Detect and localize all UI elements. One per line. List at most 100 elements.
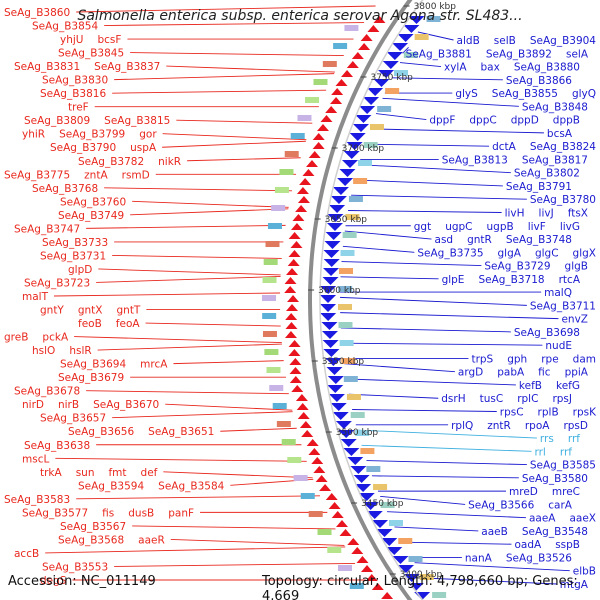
- cog-block: [338, 286, 353, 292]
- cog-block: [355, 430, 370, 436]
- right-gene-label: SeAg_B3848: [522, 101, 588, 113]
- forward-gene-mark: [297, 196, 310, 203]
- right-gene-label: dppB: [553, 115, 580, 127]
- right-gene-label: dppF: [429, 115, 455, 127]
- left-leader-line: [86, 390, 289, 395]
- right-leader-line: [352, 409, 497, 412]
- forward-gene-mark: [306, 439, 319, 446]
- reverse-gene-mark: [323, 268, 340, 276]
- left-gene-label: SeAg_B3678: [14, 386, 80, 398]
- right-gene-label: xylA: [444, 62, 467, 74]
- left-gene-label: SeAg_B3553: [42, 561, 108, 573]
- right-leader-line: [348, 393, 439, 399]
- forward-gene-mark: [320, 115, 333, 122]
- right-leader-line: [342, 245, 415, 253]
- reverse-gene-mark: [323, 349, 340, 357]
- forward-gene-mark: [335, 79, 348, 86]
- reverse-gene-mark: [353, 124, 369, 132]
- reverse-gene-mark: [327, 214, 344, 222]
- left-gene-label: mscL: [22, 453, 49, 465]
- right-gene-label: rplQ: [451, 420, 473, 432]
- reverse-gene-mark: [321, 331, 338, 339]
- right-gene-label: ftsX: [568, 207, 588, 219]
- left-gene-label: SeAg_B3638: [24, 440, 90, 452]
- reverse-gene-mark: [320, 304, 337, 312]
- left-gene-label: hslO: [32, 345, 55, 357]
- right-gene-label: selB: [494, 35, 516, 47]
- right-leader-line: [351, 194, 527, 200]
- right-gene-label: argD: [458, 367, 483, 379]
- right-gene-label: SeAg_B3802: [514, 168, 580, 180]
- right-gene-label: mreD: [509, 486, 538, 498]
- forward-gene-mark: [290, 223, 303, 230]
- right-leader-line: [366, 460, 527, 466]
- right-leader-line: [402, 541, 512, 545]
- reverse-gene-mark: [372, 520, 389, 528]
- reverse-gene-mark: [321, 322, 338, 330]
- left-gene-label: SeAg_B3790: [50, 142, 116, 154]
- reverse-gene-mark: [408, 16, 425, 24]
- right-leader-line: [357, 429, 537, 439]
- left-gene-label: SeAg_B3830: [42, 75, 108, 87]
- left-gene-label: malT: [22, 291, 49, 303]
- right-gene-label: sspB: [555, 539, 580, 551]
- right-gene-label: glgB: [565, 261, 588, 273]
- cog-block: [276, 421, 291, 427]
- forward-gene-mark: [299, 178, 312, 185]
- cog-block: [353, 178, 368, 184]
- reverse-gene-mark: [325, 232, 342, 240]
- forward-gene-mark: [341, 70, 354, 77]
- right-leader-line: [375, 113, 427, 121]
- right-gene-label: SeAg_B3892: [486, 48, 552, 60]
- left-gene-label: SeAg_B3694: [60, 359, 126, 371]
- cog-block: [279, 169, 294, 175]
- forward-gene-mark: [286, 268, 299, 275]
- reverse-gene-mark: [346, 142, 363, 150]
- cog-block: [398, 538, 413, 544]
- right-gene-label: oadA: [514, 539, 542, 551]
- left-gene-label: gntT: [117, 305, 141, 317]
- reverse-gene-mark: [376, 529, 393, 537]
- right-leader-line: [417, 31, 454, 41]
- left-gene-label: SeAg_B3845: [58, 48, 124, 60]
- cog-block: [339, 340, 354, 346]
- reverse-gene-mark: [347, 457, 364, 465]
- reverse-gene-mark: [367, 88, 384, 96]
- right-gene-label: kefB: [519, 380, 542, 392]
- right-gene-label: SeAg_B3791: [506, 181, 572, 193]
- right-leader-line: [341, 261, 482, 267]
- left-gene-label: yhiR: [22, 129, 45, 141]
- left-leader-line: [132, 200, 289, 208]
- forward-gene-mark: [331, 88, 344, 95]
- forward-gene-mark: [367, 25, 380, 32]
- right-leader-line: [348, 210, 502, 213]
- reverse-gene-mark: [350, 466, 367, 474]
- reverse-gene-mark: [324, 241, 341, 249]
- reverse-gene-mark: [397, 34, 414, 42]
- left-gene-label: SeAg_B3747: [14, 223, 80, 235]
- left-gene-label: pckA: [42, 332, 69, 344]
- reverse-gene-mark: [359, 106, 376, 114]
- left-gene-label: def: [141, 467, 158, 479]
- cog-block: [293, 475, 308, 481]
- forward-gene-mark: [284, 277, 297, 284]
- forward-gene-mark: [347, 538, 360, 545]
- cog-block: [380, 502, 395, 508]
- left-gene-label: SeAg_B3731: [40, 250, 106, 262]
- left-gene-label: SeAg_B3775: [4, 169, 70, 181]
- left-leader-line: [112, 254, 282, 259]
- cog-block: [394, 70, 409, 76]
- cog-block: [297, 115, 312, 121]
- left-gene-label: SeAg_B3749: [58, 210, 124, 222]
- cog-block: [290, 133, 305, 139]
- forward-gene-mark: [311, 457, 324, 464]
- left-gene-label: SeAg_B3760: [60, 196, 126, 208]
- forward-gene-mark: [301, 430, 314, 437]
- reverse-gene-mark: [327, 385, 344, 393]
- right-gene-label: livF: [528, 221, 546, 233]
- forward-gene-mark: [285, 322, 298, 329]
- forward-gene-mark: [313, 466, 326, 473]
- right-gene-label: gntR: [467, 234, 492, 246]
- rna-gene-label: rrs: [540, 433, 554, 445]
- forward-gene-mark: [312, 133, 325, 140]
